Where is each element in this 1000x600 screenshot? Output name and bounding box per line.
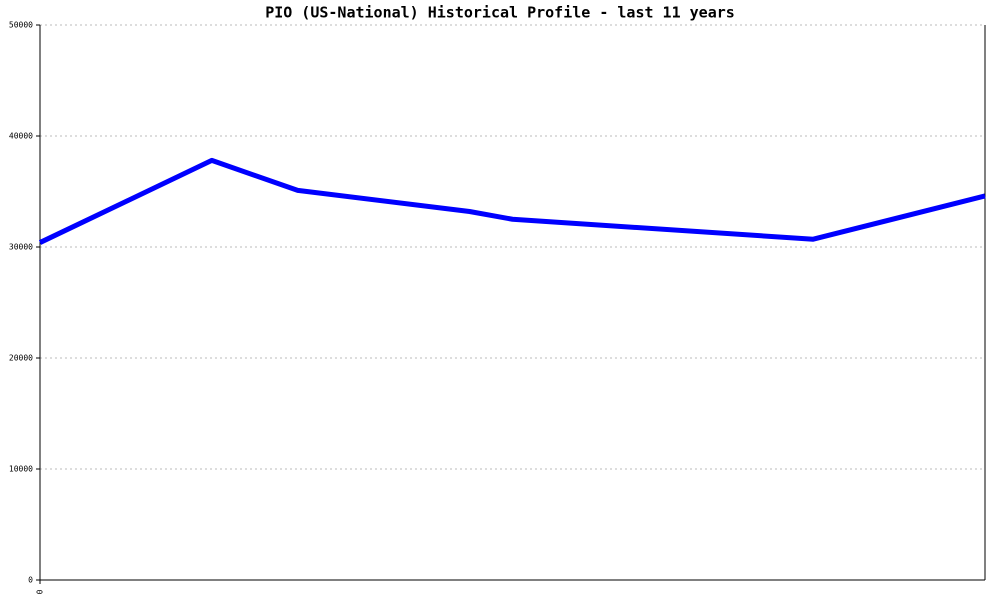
y-tick-label: 30000 <box>9 243 33 252</box>
x-tick-label: 0 <box>36 589 45 594</box>
y-tick-label: 10000 <box>9 465 33 474</box>
data-line <box>38 157 986 245</box>
y-tick-label: 50000 <box>9 21 33 30</box>
chart-title: PIO (US-National) Historical Profile - l… <box>265 4 735 22</box>
y-tick-label: 0 <box>28 576 33 585</box>
y-tick-label: 20000 <box>9 354 33 363</box>
y-tick-label: 40000 <box>9 132 33 141</box>
